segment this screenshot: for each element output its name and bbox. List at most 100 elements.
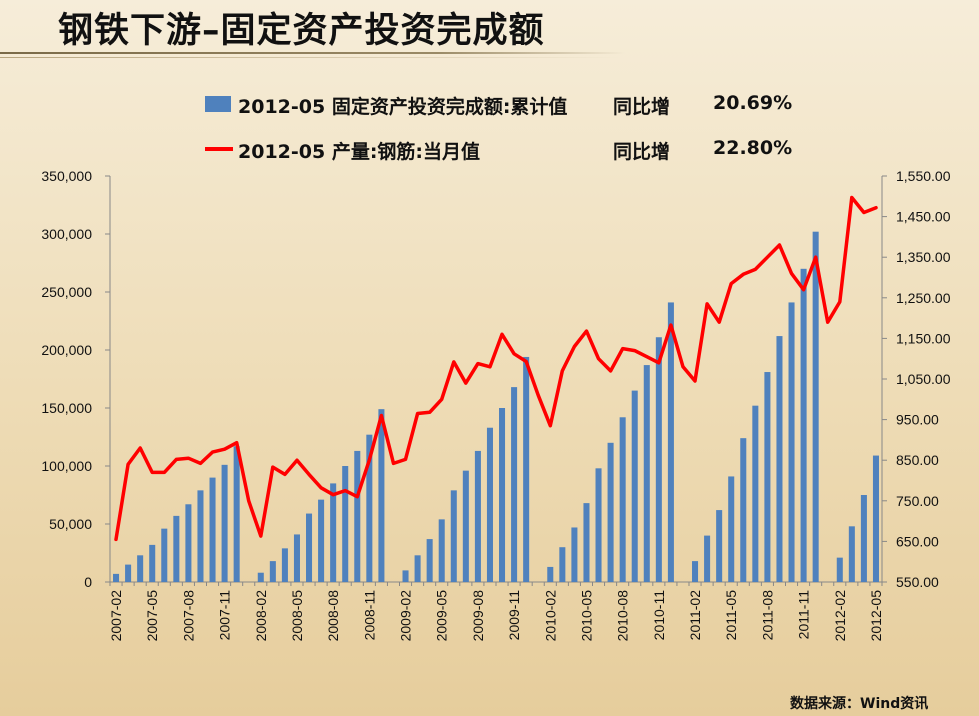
bar: [728, 476, 735, 582]
y-right-tick-label: 1,450.00: [896, 209, 951, 225]
bar: [414, 555, 421, 582]
data-source: 数据来源：Wind资讯: [790, 696, 929, 712]
bar: [173, 515, 180, 582]
bar: [692, 561, 699, 582]
bar: [233, 446, 240, 582]
bar: [619, 417, 626, 582]
x-tick-label: 2012-02: [832, 590, 848, 642]
y-left-tick-label: 300,000: [41, 226, 92, 242]
bar: [342, 466, 349, 582]
x-tick-label: 2010-08: [615, 590, 631, 642]
bar: [583, 503, 590, 582]
bar: [740, 438, 747, 582]
bar: [788, 302, 795, 582]
x-tick-label: 2007-11: [217, 590, 233, 641]
y-right-tick-label: 1,050.00: [896, 371, 951, 387]
y-right-tick-label: 650.00: [896, 533, 939, 549]
title-underline: [0, 52, 625, 54]
bar: [872, 455, 879, 582]
y-left-tick-label: 250,000: [41, 284, 92, 300]
x-tick-label: 2009-11: [506, 590, 522, 641]
bar: [860, 495, 867, 582]
bar: [113, 573, 120, 582]
legend-swatch-line: [205, 147, 233, 151]
bar: [812, 231, 819, 582]
bar: [776, 336, 783, 582]
bar: [643, 365, 650, 582]
bar: [438, 519, 445, 582]
x-tick-label: 2008-05: [289, 590, 305, 642]
bar: [161, 528, 168, 582]
y-right-tick-label: 950.00: [896, 412, 939, 428]
bar: [269, 561, 276, 582]
x-tick-label: 2009-08: [470, 590, 486, 642]
bar: [486, 427, 493, 582]
bar: [306, 513, 313, 582]
y-left-tick-label: 50,000: [49, 516, 92, 532]
bar: [523, 356, 530, 582]
y-left-tick-label: 100,000: [41, 458, 92, 474]
bar: [402, 570, 409, 582]
x-tick-label: 2010-11: [651, 590, 667, 641]
y-left-tick-label: 200,000: [41, 342, 92, 358]
x-tick-label: 2011-05: [723, 590, 739, 641]
y-right-tick-label: 1,550.00: [896, 168, 951, 184]
bar: [209, 477, 216, 582]
bar: [185, 504, 192, 582]
bar: [607, 442, 614, 582]
legend-swatch-bar: [205, 96, 231, 112]
page-title: 钢铁下游–固定资产投资完成额: [58, 11, 545, 51]
legend-yoy-label: 同比增: [613, 141, 671, 163]
bar: [125, 564, 132, 582]
bar: [462, 470, 469, 582]
bar: [330, 483, 337, 582]
x-tick-label: 2009-05: [434, 590, 450, 642]
bar: [716, 510, 723, 582]
y-right-tick-label: 850.00: [896, 452, 939, 468]
bar: [281, 548, 288, 582]
x-tick-label: 2010-05: [578, 590, 594, 642]
bar: [354, 450, 361, 582]
x-tick-label: 2012-05: [868, 590, 884, 642]
y-right-tick-label: 550.00: [896, 574, 939, 590]
line-series: [114, 195, 878, 542]
bar: [426, 539, 433, 582]
y-left-tick-label: 150,000: [41, 400, 92, 416]
bar: [293, 534, 300, 582]
x-tick-label: 2008-08: [325, 590, 341, 642]
x-tick-label: 2009-02: [398, 590, 414, 642]
bar: [655, 337, 662, 582]
bar: [848, 526, 855, 582]
bar: [149, 544, 156, 582]
bar: [221, 464, 228, 582]
bar: [366, 434, 373, 582]
y-right-tick-label: 1,150.00: [896, 330, 951, 346]
bar: [800, 268, 807, 582]
legend-label: 2012-05 固定资产投资完成额:累计值: [238, 96, 568, 118]
legend-yoy-value: 22.80%: [713, 137, 793, 159]
x-tick-label: 2011-08: [759, 590, 775, 641]
bar: [571, 527, 578, 582]
bar: [137, 555, 144, 582]
bar: [318, 499, 325, 582]
x-tick-label: 2008-11: [361, 590, 377, 641]
x-tick-label: 2011-11: [796, 590, 812, 640]
bar: [257, 572, 264, 582]
bar: [752, 405, 759, 582]
bar: [631, 390, 638, 582]
x-tick-label: 2007-02: [108, 590, 124, 642]
x-tick-label: 2011-02: [687, 590, 703, 641]
y-right-tick-label: 1,250.00: [896, 290, 951, 306]
y-right-tick-label: 1,350.00: [896, 249, 951, 265]
bar: [499, 408, 506, 582]
x-tick-label: 2007-05: [144, 590, 160, 642]
legend-yoy-value: 20.69%: [713, 92, 793, 114]
bar: [511, 387, 518, 582]
bar: [547, 566, 554, 582]
x-tick-label: 2007-08: [180, 590, 196, 642]
bar: [595, 468, 602, 582]
legend-label: 2012-05 产量:钢筋:当月值: [238, 141, 481, 163]
bar: [474, 450, 481, 582]
x-tick-label: 2010-02: [542, 590, 558, 642]
